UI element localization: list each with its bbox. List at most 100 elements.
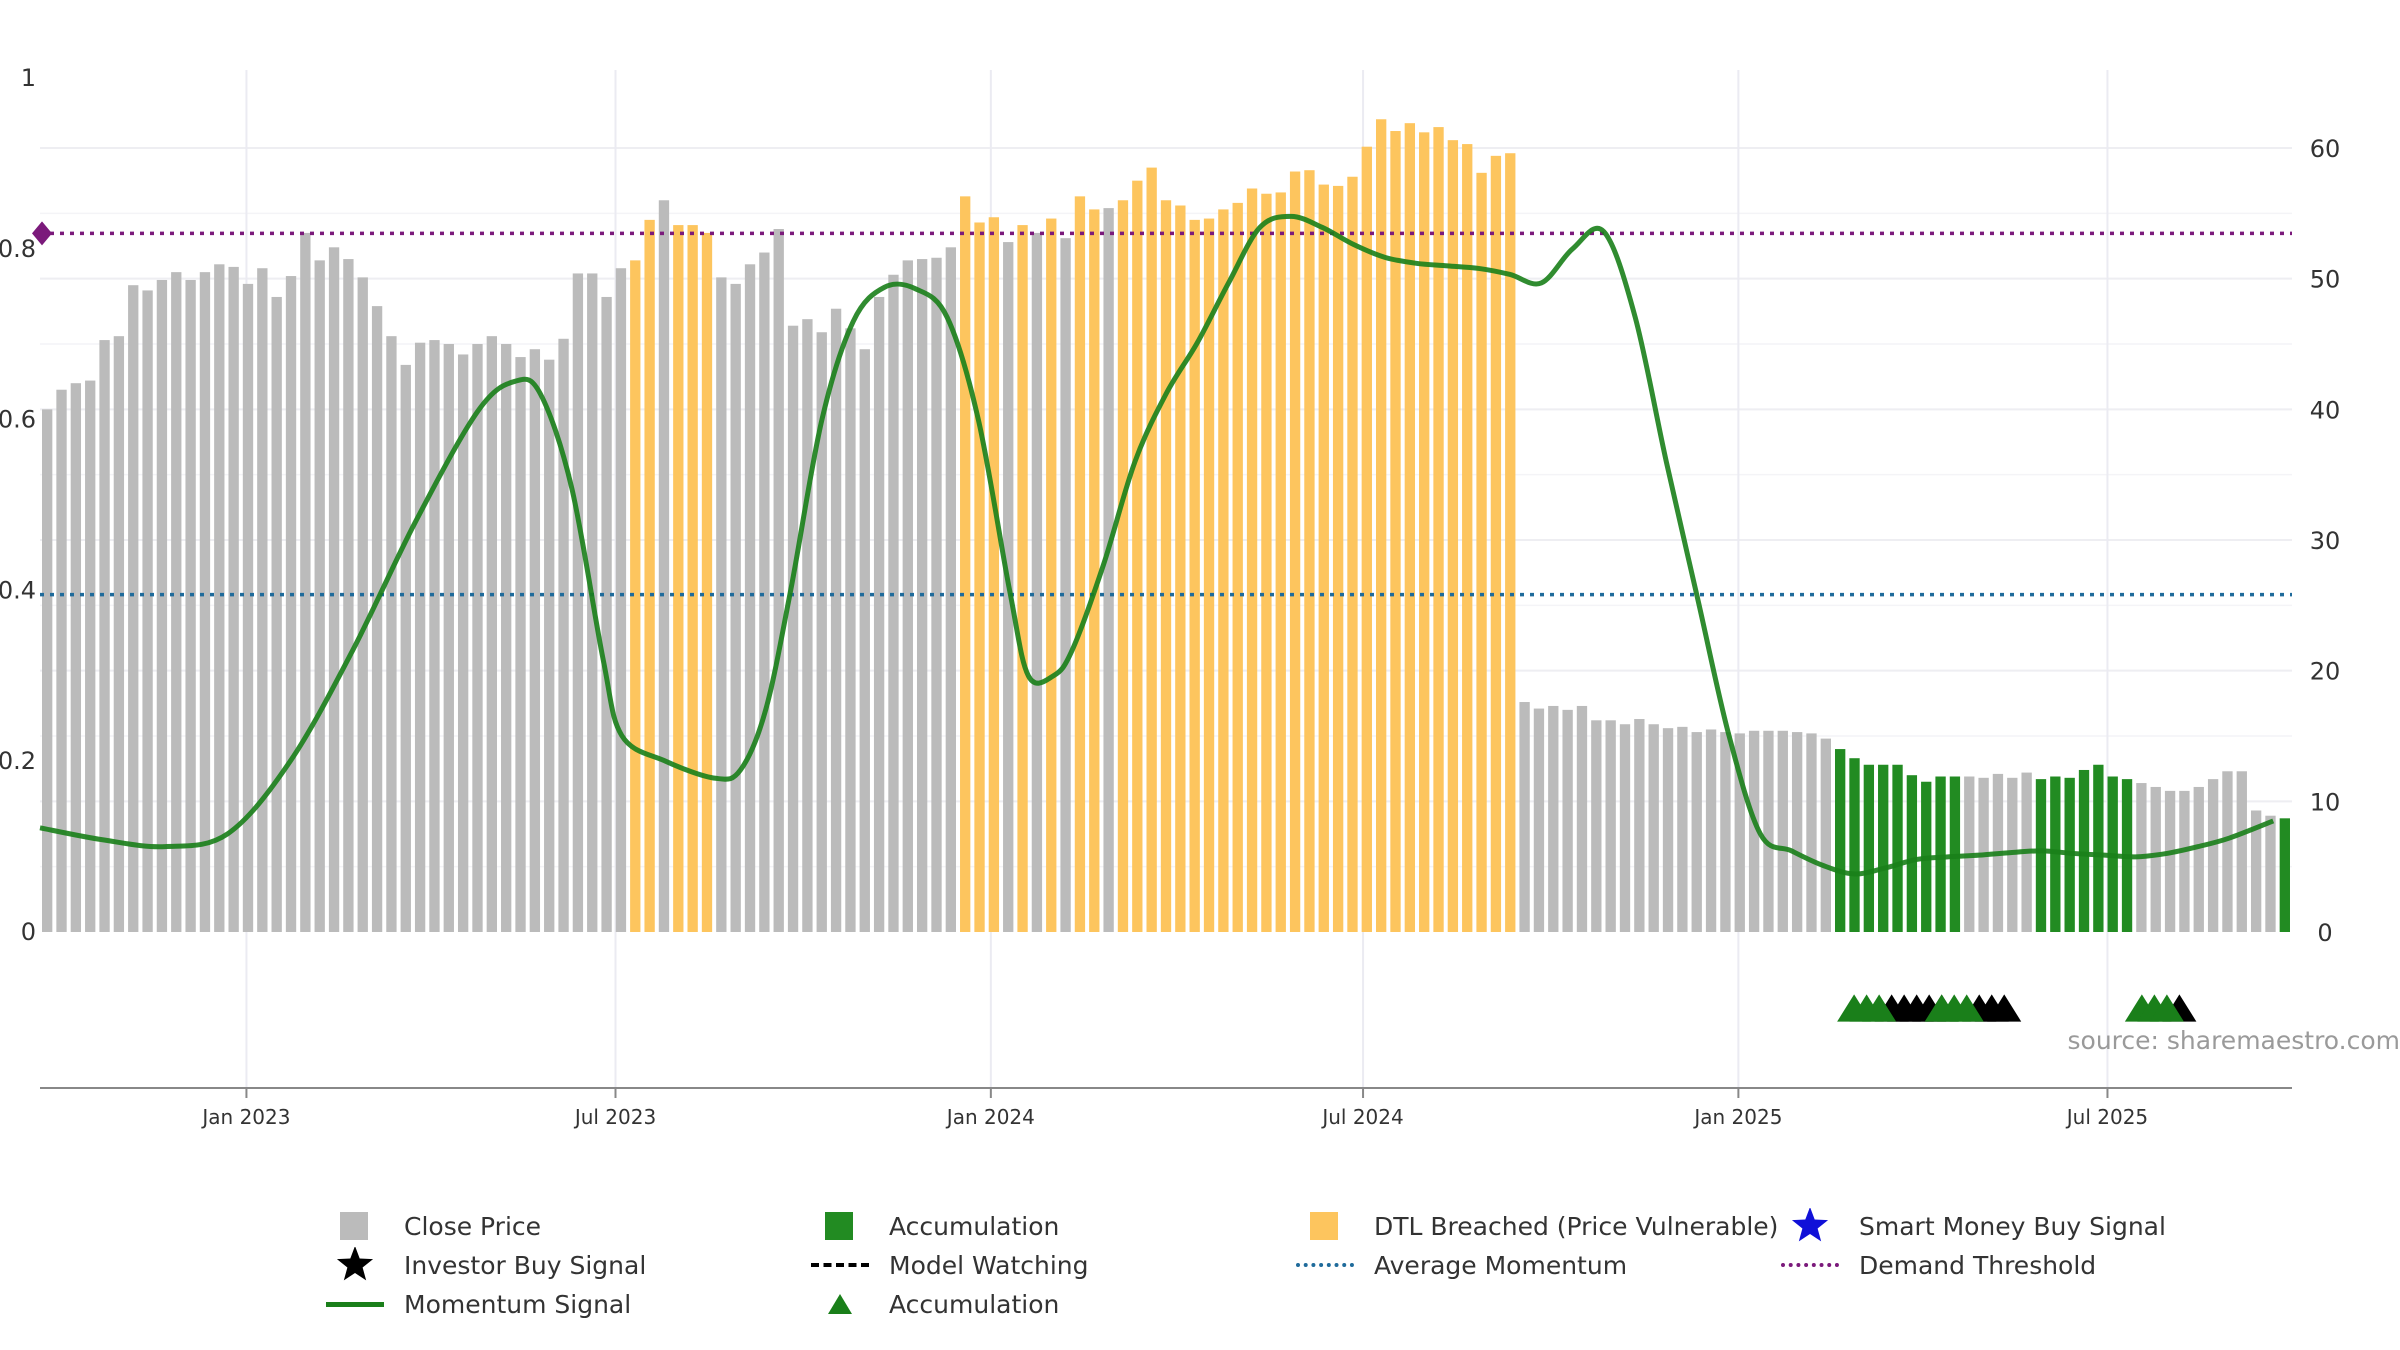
signal-markers — [1837, 994, 2197, 1022]
legend-label: DTL Breached (Price Vulnerable) — [1374, 1211, 1779, 1241]
legend-item-momentum: Momentum Signal — [320, 1286, 631, 1322]
bar — [1906, 775, 1918, 932]
bar — [2207, 779, 2219, 932]
legend-item-dtl: DTL Breached (Price Vulnerable) — [1290, 1208, 1778, 1244]
bar — [1146, 167, 1157, 933]
legend-label: Close Price — [404, 1211, 542, 1241]
bar — [1332, 185, 1344, 933]
bar — [171, 272, 182, 933]
bar — [1462, 144, 1473, 932]
bar — [615, 268, 627, 932]
bar — [242, 283, 254, 933]
bar — [1892, 764, 1903, 932]
right-tick-label: 50 — [2310, 266, 2341, 294]
bar — [414, 342, 426, 932]
legend-label: Investor Buy Signal — [404, 1250, 647, 1280]
bar — [630, 260, 641, 933]
bar — [1261, 193, 1272, 932]
bar — [1103, 208, 1114, 932]
accumulation-marker — [1862, 994, 1897, 1022]
x-tick-label: Jul 2025 — [2065, 1105, 2148, 1129]
bar — [2250, 810, 2262, 932]
left-tick-label: 0 — [21, 918, 36, 946]
bar — [744, 264, 756, 932]
bar — [558, 338, 569, 933]
accumulation-marker — [1949, 994, 1984, 1022]
reference-lines — [32, 221, 2292, 597]
bar — [443, 344, 454, 932]
square-icon — [320, 1208, 390, 1244]
bar — [1720, 732, 1731, 932]
bar — [1304, 170, 1315, 933]
right-tick-label: 20 — [2310, 658, 2341, 686]
right-tick-label: 60 — [2310, 135, 2341, 163]
bar — [529, 349, 541, 932]
bar — [1591, 720, 1602, 932]
bar — [1390, 131, 1401, 933]
bar — [1519, 702, 1530, 932]
bar — [802, 319, 813, 932]
bar — [716, 277, 727, 932]
bar — [1447, 140, 1459, 932]
bar — [1175, 205, 1186, 932]
bar — [1419, 132, 1430, 932]
bar — [1777, 730, 1788, 932]
legend-item-accumulation_bar: Accumulation — [805, 1208, 1059, 1244]
star-icon — [1775, 1208, 1845, 1244]
bar — [300, 232, 311, 932]
bar — [960, 196, 971, 932]
bar — [1375, 119, 1387, 932]
bar — [156, 279, 168, 932]
bar — [1935, 776, 1946, 932]
price-bars — [42, 119, 2290, 933]
bar — [1132, 180, 1143, 932]
bar — [859, 349, 870, 932]
legend-label: Model Watching — [889, 1250, 1089, 1280]
legend-label: Average Momentum — [1374, 1250, 1628, 1280]
bar — [1318, 184, 1329, 932]
bar — [1648, 724, 1659, 932]
bar — [730, 283, 741, 933]
bar — [2078, 769, 2090, 932]
bar — [1218, 209, 1229, 932]
bar — [1748, 730, 1760, 932]
left-tick-label: 0.6 — [0, 406, 36, 434]
bar — [902, 260, 913, 933]
bar — [1662, 728, 1674, 932]
momentum-line-group — [39, 213, 2275, 877]
legend-item-model_watching: Model Watching — [805, 1247, 1089, 1283]
accumulation-marker — [2149, 994, 2184, 1022]
bar — [314, 260, 325, 933]
bar — [70, 383, 82, 932]
bar — [199, 272, 211, 933]
star-icon — [320, 1247, 390, 1283]
legend-item-investor_buy: Investor Buy Signal — [320, 1247, 646, 1283]
legend: Close Price Accumulation DTL Breached (Pri… — [320, 1208, 2220, 1338]
bar — [2222, 771, 2233, 932]
bar — [1189, 219, 1200, 932]
bar — [1863, 764, 1875, 932]
bar — [673, 225, 684, 933]
bar — [572, 273, 584, 932]
bar — [1878, 764, 1889, 932]
bar — [2279, 818, 2290, 932]
bar — [1160, 200, 1172, 932]
left-tick-label: 0.2 — [0, 747, 36, 775]
left-tick-label: 0.4 — [0, 576, 36, 604]
legend-label: Smart Money Buy Signal — [1859, 1211, 2166, 1241]
bar — [1849, 758, 1860, 932]
bar — [759, 252, 770, 933]
bar — [1705, 729, 1717, 932]
bar — [1548, 705, 1559, 932]
bar — [1806, 733, 1817, 932]
bar — [2150, 786, 2161, 932]
bar — [271, 296, 282, 933]
bar — [285, 276, 297, 932]
bar — [644, 219, 655, 932]
bar — [2035, 779, 2047, 932]
x-tick-label: Jan 2024 — [945, 1105, 1035, 1129]
bar — [1835, 749, 1846, 932]
bar — [128, 285, 139, 932]
dotted-icon — [1290, 1247, 1360, 1283]
right-tick-label: 10 — [2310, 788, 2341, 816]
